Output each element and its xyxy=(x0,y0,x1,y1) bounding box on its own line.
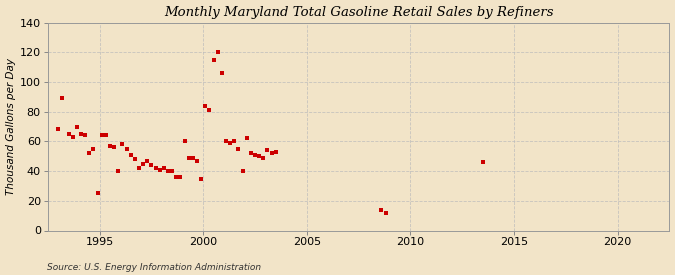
Point xyxy=(184,155,194,160)
Point xyxy=(68,135,78,139)
Point xyxy=(134,166,144,170)
Point xyxy=(188,155,198,160)
Point xyxy=(57,96,68,100)
Point xyxy=(225,141,236,145)
Point xyxy=(270,150,281,154)
Point xyxy=(242,136,252,141)
Point xyxy=(179,139,190,144)
Point xyxy=(97,133,107,138)
Point xyxy=(217,71,227,75)
Point xyxy=(208,57,219,62)
Point xyxy=(192,158,202,163)
Y-axis label: Thousand Gallons per Day: Thousand Gallons per Day xyxy=(5,58,16,195)
Point xyxy=(163,169,173,173)
Point xyxy=(155,167,165,172)
Point xyxy=(113,169,124,173)
Point xyxy=(229,139,240,144)
Point xyxy=(63,132,74,136)
Point xyxy=(233,147,244,151)
Point xyxy=(159,166,169,170)
Point xyxy=(266,151,277,155)
Point xyxy=(213,50,223,54)
Point xyxy=(88,147,99,151)
Point xyxy=(221,139,232,144)
Point xyxy=(92,191,103,196)
Point xyxy=(150,166,161,170)
Point xyxy=(376,208,387,212)
Point xyxy=(237,169,248,173)
Point xyxy=(142,158,153,163)
Point xyxy=(101,133,111,138)
Point xyxy=(126,153,136,157)
Point xyxy=(258,155,269,160)
Title: Monthly Maryland Total Gasoline Retail Sales by Refiners: Monthly Maryland Total Gasoline Retail S… xyxy=(164,6,554,18)
Point xyxy=(477,160,488,164)
Point xyxy=(84,151,95,155)
Text: Source: U.S. Energy Information Administration: Source: U.S. Energy Information Administ… xyxy=(47,263,261,272)
Point xyxy=(138,161,148,166)
Point xyxy=(171,175,182,179)
Point xyxy=(53,127,63,132)
Point xyxy=(146,163,157,167)
Point xyxy=(130,157,140,161)
Point xyxy=(204,108,215,112)
Point xyxy=(72,124,82,129)
Point xyxy=(109,145,119,150)
Point xyxy=(167,169,178,173)
Point xyxy=(76,132,86,136)
Point xyxy=(262,148,273,152)
Point xyxy=(175,175,186,179)
Point xyxy=(105,144,115,148)
Point xyxy=(196,176,207,181)
Point xyxy=(254,154,265,158)
Point xyxy=(117,142,128,147)
Point xyxy=(200,103,211,108)
Point xyxy=(121,147,132,151)
Point xyxy=(80,133,90,138)
Point xyxy=(380,210,391,215)
Point xyxy=(250,153,261,157)
Point xyxy=(246,151,256,155)
